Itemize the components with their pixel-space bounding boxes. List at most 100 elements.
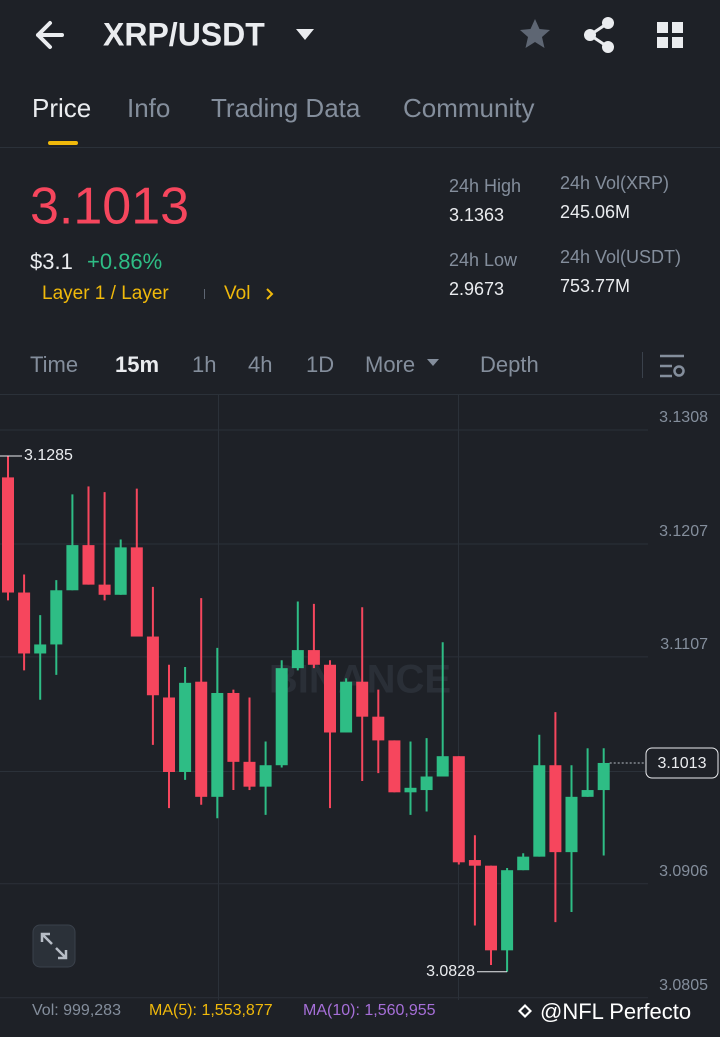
candle-body: [356, 681, 369, 717]
ma10-indicator: MA(10): 1,560,955: [303, 1002, 436, 1019]
y-tick-label: 3.1207: [659, 523, 708, 540]
back-icon: [36, 21, 64, 49]
last-price-label: 3.1013: [658, 755, 707, 772]
y-tick-label: 3.1107: [660, 636, 708, 653]
vol-tag[interactable]: Vol: [224, 283, 250, 304]
candle-body: [82, 545, 95, 585]
settings-lines: [660, 354, 684, 378]
candle-body: [114, 547, 127, 595]
tag-chevron: [266, 288, 274, 300]
ma5-indicator: MA(5): 1,553,877: [149, 1002, 273, 1019]
back-button[interactable]: [36, 21, 64, 49]
candle-body: [259, 765, 272, 787]
candle-body: [420, 776, 433, 791]
candle-body: [340, 681, 353, 733]
tab[interactable]: Price: [32, 93, 91, 123]
tab[interactable]: Info: [127, 93, 170, 123]
tab-indicator: [48, 141, 78, 145]
divider: [0, 394, 720, 395]
interval[interactable]: Depth: [480, 352, 539, 377]
candle-body: [597, 762, 610, 791]
candle-body: [98, 584, 111, 595]
candle-body: [275, 668, 288, 766]
interval-separator: [642, 352, 643, 378]
high-marker-label: 3.1285: [24, 447, 73, 464]
category-tag[interactable]: Layer 1 / Layer: [42, 283, 169, 304]
interval[interactable]: 1D: [306, 352, 334, 377]
stat-label: 24h Vol(USDT): [560, 247, 681, 267]
candle-body: [485, 865, 497, 951]
pair-caret[interactable]: [296, 29, 314, 40]
expand-button[interactable]: [32, 924, 76, 968]
last-price: 3.1013: [30, 178, 189, 236]
stat-value: 245.06M: [560, 202, 630, 222]
candle-body: [146, 636, 159, 696]
vol-indicator: Vol: 999,283: [32, 1002, 121, 1019]
stat-value: 3.1363: [449, 205, 504, 225]
interval[interactable]: 1h: [192, 352, 216, 377]
candlestick-chart: 3.1308 3.1207 3.1107 3.0906 3.0805 3.1285 3.08…: [0, 409, 719, 999]
favorite-icon[interactable]: [520, 19, 550, 48]
pair-title[interactable]: XRP/USDT: [103, 16, 265, 52]
candle-body: [66, 545, 79, 591]
candle-body: [436, 756, 449, 777]
tab[interactable]: Trading Data: [211, 93, 361, 123]
credit-logo: [518, 1004, 532, 1018]
settings-gear: [673, 365, 685, 377]
interval[interactable]: More: [365, 352, 415, 377]
usd-price: $3.1: [30, 249, 73, 274]
candle-body: [291, 650, 304, 669]
candle-body: [179, 682, 192, 772]
last-price-badge: [645, 747, 719, 779]
grid-cell: [672, 37, 683, 48]
low-marker-label: 3.0828: [426, 963, 475, 980]
candle-body: [404, 787, 417, 793]
candle-body: [243, 761, 256, 787]
stat-label: 24h Vol(XRP): [560, 173, 669, 193]
candle-body: [18, 592, 31, 654]
expand-icon: [40, 932, 68, 960]
tab[interactable]: Community: [403, 93, 534, 123]
credit: @NFL Perfecto: [540, 999, 691, 1024]
candle-body: [211, 692, 224, 797]
candle-body: [549, 765, 562, 853]
candle-body: [324, 664, 336, 733]
candle-body: [452, 756, 465, 863]
stat-label: 24h Low: [449, 250, 518, 270]
tag-separator: [204, 289, 205, 299]
v-grid-line: [458, 395, 459, 1000]
candle-body: [565, 796, 578, 853]
candle-body: [372, 716, 385, 741]
candle-body: [195, 681, 208, 797]
share-icon[interactable]: [584, 17, 614, 53]
grid-cell: [672, 22, 683, 33]
grid-line: [0, 771, 648, 772]
more-caret: [427, 359, 439, 366]
interval[interactable]: Time: [30, 352, 78, 377]
share-lines: [587, 21, 609, 49]
candle-body: [517, 856, 530, 871]
candle-body: [163, 697, 175, 772]
candle-body: [34, 644, 47, 654]
expand-box: [32, 924, 76, 968]
stat-value: 2.9673: [449, 279, 504, 299]
price-change: +0.86%: [87, 249, 162, 274]
grid-cell: [657, 22, 668, 33]
candle-body: [388, 740, 401, 793]
candle-body: [501, 870, 514, 951]
interval[interactable]: 4h: [248, 352, 272, 377]
grid-icon[interactable]: [657, 22, 683, 48]
candle-body: [533, 765, 546, 857]
divider: [0, 147, 720, 148]
candle-body: [227, 692, 240, 762]
interval[interactable]: 15m: [115, 352, 159, 377]
candle-body: [468, 860, 481, 866]
y-tick-label: 3.0906: [659, 863, 708, 880]
candle-body: [2, 477, 14, 593]
candle-body: [50, 590, 63, 645]
settings-icon[interactable]: [660, 354, 685, 378]
grid-cell: [657, 37, 668, 48]
candle-body: [130, 547, 143, 637]
